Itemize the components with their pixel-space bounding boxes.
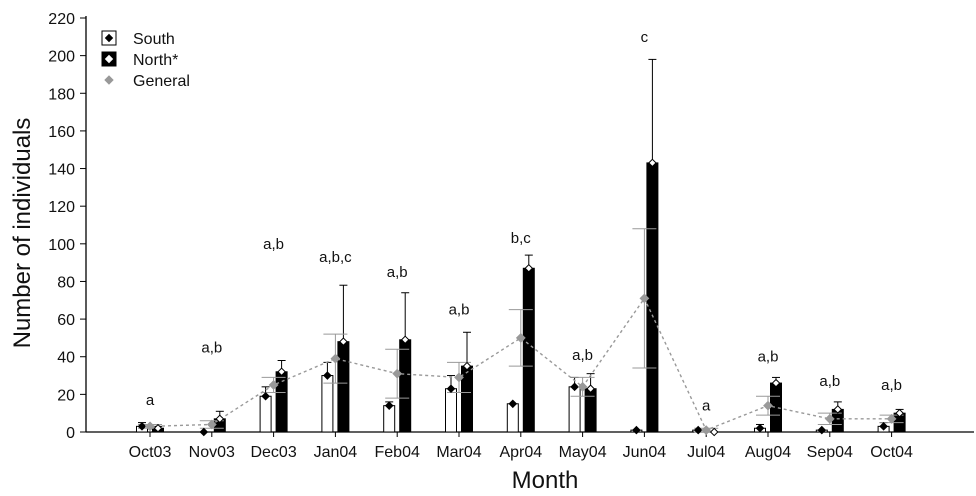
x-tick-label: Oct04 <box>870 444 913 461</box>
x-tick-label: Jul04 <box>687 444 725 461</box>
south-marker <box>384 401 394 410</box>
x-tick-label: Sep04 <box>807 444 853 461</box>
y-tick-label: 0 <box>66 425 75 442</box>
significance-label: a,b <box>819 373 840 390</box>
south-marker <box>199 427 209 437</box>
y-axis-title: Number of individuals <box>9 118 36 349</box>
north-marker <box>586 384 595 394</box>
y-tick-label: 220 <box>48 11 75 28</box>
legend: South North* General <box>101 30 190 90</box>
legend-label: General <box>133 73 190 90</box>
significance-label: a <box>146 392 155 409</box>
significance-label: b,c <box>511 230 532 247</box>
legend-south-marker <box>104 33 114 43</box>
north-marker <box>400 335 410 345</box>
x-tick-label: Feb04 <box>375 444 420 461</box>
legend-general-marker <box>104 75 114 85</box>
significance-label: a,b <box>201 339 222 356</box>
general-marker <box>886 413 897 424</box>
general-marker <box>206 419 217 430</box>
north-marker <box>462 361 472 371</box>
y-tick-label: 20 <box>57 387 75 404</box>
general-marker <box>330 353 341 364</box>
legend-north-marker <box>104 54 114 64</box>
significance-label: c <box>641 29 649 46</box>
general-marker <box>639 293 650 304</box>
significance-label: a,b <box>572 347 593 364</box>
south-marker <box>508 399 518 409</box>
north-marker <box>895 408 904 418</box>
general-marker <box>454 372 464 383</box>
significance-label: a,b,c <box>319 249 352 266</box>
y-tick-label: 200 <box>48 49 75 66</box>
y-tick-label: 100 <box>48 237 75 254</box>
significance-label: a <box>702 398 711 415</box>
x-tick-label: Jun04 <box>623 444 667 461</box>
general-marker <box>145 421 155 432</box>
significance-label: a,b <box>758 349 779 366</box>
x-tick-label: Oct03 <box>129 444 172 461</box>
south-bar <box>445 388 457 433</box>
south-marker <box>446 384 456 394</box>
y-tick-label: 180 <box>48 86 75 103</box>
general-marker <box>763 400 773 411</box>
y-tick-label: 40 <box>57 350 75 367</box>
south-marker <box>632 425 641 435</box>
south-marker <box>137 422 147 431</box>
south-bar <box>321 375 334 433</box>
south-marker <box>879 422 888 431</box>
legend-label: North* <box>133 52 178 69</box>
significance-label: a,b <box>449 302 470 319</box>
north-marker <box>709 427 719 437</box>
north-bar <box>584 388 597 433</box>
x-axis-title: Month <box>512 467 579 494</box>
north-marker <box>153 423 163 433</box>
general-marker <box>824 413 835 424</box>
north-marker <box>215 414 225 424</box>
general-marker <box>392 368 403 379</box>
south-marker <box>261 391 270 401</box>
south-bar <box>259 395 272 433</box>
north-marker <box>339 337 348 346</box>
south-bar <box>568 386 581 433</box>
north-bar <box>399 339 412 433</box>
north-marker <box>771 378 781 388</box>
general-marker <box>268 380 279 390</box>
north-marker <box>524 263 534 273</box>
north-bar <box>522 267 535 433</box>
south-marker <box>755 423 765 433</box>
north-marker <box>648 158 657 168</box>
y-tick-label: 120 <box>48 199 75 216</box>
x-tick-label: Dec03 <box>250 444 296 461</box>
x-tick-label: May04 <box>559 444 607 461</box>
x-tick-label: Apr04 <box>499 444 542 461</box>
south-marker <box>570 382 579 392</box>
plot-area: 0 20 40 60 80 100 120 140 160 180 200 220 Oct03 Nov03… <box>48 11 974 461</box>
x-tick-label: Nov03 <box>189 444 235 461</box>
y-tick-label: 160 <box>48 124 75 141</box>
south-marker <box>323 371 332 380</box>
y-tick-label: 140 <box>48 162 75 179</box>
x-tick-label: Jan04 <box>314 444 358 461</box>
general-marker <box>701 425 712 436</box>
north-bar <box>461 365 473 433</box>
significance-label: a,b <box>263 236 284 253</box>
significance-label: a,b <box>387 264 408 281</box>
south-marker <box>693 425 703 435</box>
north-bar <box>646 162 659 433</box>
general-marker <box>577 381 588 392</box>
north-marker <box>833 405 843 414</box>
north-bar <box>337 341 350 433</box>
north-marker <box>277 367 286 377</box>
general-marker <box>515 333 526 343</box>
legend-label: South <box>133 31 175 48</box>
significance-label: a,b <box>881 377 902 394</box>
x-tick-label: Aug04 <box>745 444 791 461</box>
x-tick-label: Mar04 <box>436 444 481 461</box>
y-tick-label: 80 <box>57 274 75 291</box>
south-marker <box>817 425 827 435</box>
y-tick-label: 60 <box>57 312 75 329</box>
